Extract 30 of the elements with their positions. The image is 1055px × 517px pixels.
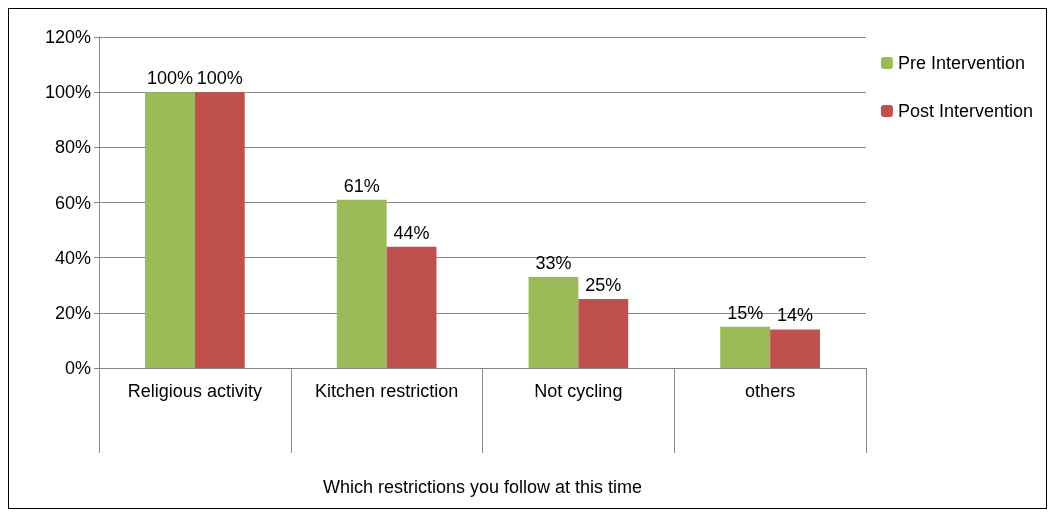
data-label: 15% — [727, 302, 764, 323]
x-tick-label: others — [745, 381, 796, 401]
bar — [386, 246, 437, 368]
y-tick-label: 100% — [44, 82, 91, 103]
y-tick-label: 120% — [44, 27, 91, 47]
data-label: 100% — [196, 68, 243, 89]
y-tick-label: 80% — [54, 137, 91, 158]
x-tick-label: Religious activity — [127, 381, 262, 401]
data-label: 61% — [343, 175, 380, 196]
y-tick-label: 40% — [54, 247, 91, 268]
y-tick-label: 20% — [54, 302, 91, 323]
bar — [145, 92, 195, 368]
data-label: 33% — [535, 252, 572, 273]
bar — [528, 276, 579, 368]
bar — [336, 199, 387, 368]
y-tick-label: 0% — [64, 358, 91, 378]
x-tick-label: Not cycling — [534, 381, 623, 401]
bar — [194, 92, 245, 368]
data-label: 25% — [585, 275, 622, 296]
y-tick-label: 60% — [54, 192, 91, 213]
legend-label: Post Intervention — [897, 101, 1034, 121]
data-label: 100% — [146, 68, 193, 89]
legend-label: Pre Intervention — [897, 53, 1025, 73]
data-label: 44% — [393, 222, 430, 243]
x-axis-title: Which restrictions you follow at this time — [322, 477, 643, 497]
bar — [578, 299, 629, 368]
data-label: 14% — [777, 305, 814, 326]
bar — [720, 326, 771, 368]
x-tick-label: Kitchen restriction — [315, 381, 459, 401]
bar — [770, 329, 820, 368]
